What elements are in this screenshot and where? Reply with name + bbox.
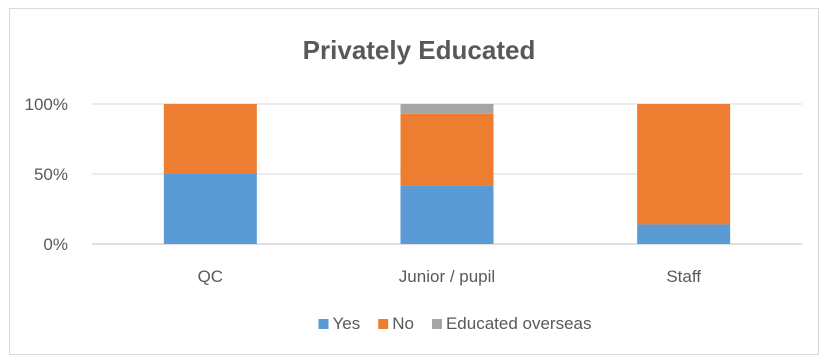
x-tick-label: QC <box>198 267 224 286</box>
chart: Privately Educated 0% 50% 100% QC Junior / … <box>25 35 802 333</box>
chart-title: Privately Educated <box>303 35 536 65</box>
legend-label-yes: Yes <box>332 314 360 333</box>
bar-yes <box>637 224 731 244</box>
x-tick-label: Staff <box>666 267 701 286</box>
y-tick-label: 100% <box>25 95 68 114</box>
x-axis: QC Junior / pupil Staff <box>198 267 702 286</box>
y-tick-label: 50% <box>34 165 68 184</box>
x-tick-label: Junior / pupil <box>399 267 495 286</box>
legend-label-no: No <box>392 314 414 333</box>
bars <box>163 104 731 244</box>
bar-educated-overseas <box>400 104 494 114</box>
bar-no <box>400 113 494 186</box>
bar-no <box>163 104 257 174</box>
bar-yes <box>400 185 494 244</box>
legend-swatch-no <box>378 319 389 329</box>
bar-no <box>637 104 731 225</box>
y-tick-label: 0% <box>43 235 68 254</box>
legend: Yes No Educated overseas <box>318 314 592 333</box>
bar-yes <box>163 174 257 244</box>
legend-swatch-educated-overseas <box>431 319 442 329</box>
legend-swatch-yes <box>318 319 329 329</box>
chart-area: Privately Educated 0% 50% 100% QC Junior / … <box>9 8 819 355</box>
legend-label-educated-overseas: Educated overseas <box>446 314 592 333</box>
y-axis: 0% 50% 100% <box>25 95 68 254</box>
